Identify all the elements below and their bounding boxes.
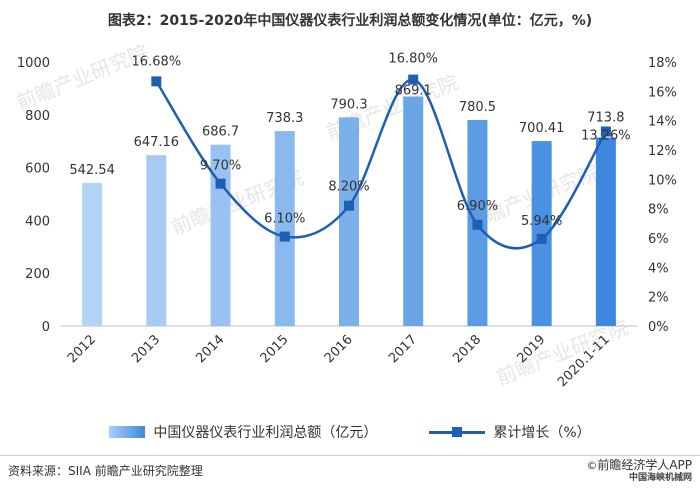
x-axis-tick-label: 2013 bbox=[129, 332, 163, 366]
right-axis-tick-label: 18% bbox=[648, 56, 677, 71]
bar bbox=[531, 141, 552, 326]
watermark-text: 前瞻产业研究院 bbox=[13, 40, 152, 115]
right-axis-tick-label: 10% bbox=[648, 173, 677, 188]
right-axis-tick-label: 6% bbox=[648, 232, 669, 247]
x-axis-tick-label: 2018 bbox=[450, 332, 484, 366]
left-axis-tick-label: 800 bbox=[25, 109, 50, 124]
legend-item-line: 累计增长（%） bbox=[429, 422, 591, 442]
bar-value-label: 869.1 bbox=[395, 84, 432, 99]
footer-brand: ©前瞻经济学人APP 中国海峡机械网 bbox=[586, 458, 692, 484]
legend-item-bar: 中国仪器仪表行业利润总额（亿元） bbox=[109, 422, 377, 442]
bar-value-label: 713.8 bbox=[587, 111, 624, 126]
right-axis-tick-label: 0% bbox=[648, 320, 669, 335]
line-marker bbox=[472, 219, 483, 230]
bar bbox=[274, 131, 295, 326]
bar bbox=[339, 117, 359, 326]
line-value-label: 6.10% bbox=[264, 212, 305, 227]
combo-chart: 前瞻产业研究院前瞻产业研究院前瞻产业研究院前瞻产业研究院前瞻产业研究院02004… bbox=[13, 40, 677, 390]
bar bbox=[82, 182, 103, 326]
legend-label-bar: 中国仪器仪表行业利润总额（亿元） bbox=[153, 425, 378, 441]
right-axis-tick-label: 12% bbox=[648, 144, 677, 159]
bar bbox=[595, 137, 616, 326]
line-value-label: 8.20% bbox=[328, 180, 369, 195]
chart-legend: 中国仪器仪表行业利润总额（亿元） 累计增长（%） bbox=[0, 422, 700, 442]
left-axis-tick-label: 600 bbox=[25, 162, 50, 177]
line-marker bbox=[279, 231, 290, 242]
line-value-label: 5.94% bbox=[521, 214, 562, 229]
bar-value-label: 780.5 bbox=[459, 100, 496, 115]
x-axis-tick-label: 2016 bbox=[322, 332, 356, 366]
left-axis-tick-label: 200 bbox=[25, 267, 50, 282]
x-axis-tick-label: 2015 bbox=[258, 332, 292, 366]
x-axis-tick-label: 2014 bbox=[193, 332, 227, 366]
line-marker bbox=[151, 76, 162, 87]
chart-title: 图表2：2015-2020年中国仪器仪表行业利润总额变化情况(单位：亿元，%) bbox=[107, 13, 593, 29]
bar-value-label: 700.41 bbox=[519, 121, 565, 136]
line-marker bbox=[408, 74, 419, 85]
legend-swatch-line bbox=[429, 426, 486, 438]
sub-brand: 中国海峡机械网 bbox=[628, 473, 692, 483]
bar bbox=[403, 96, 424, 326]
x-axis-tick-label: 2012 bbox=[65, 332, 99, 366]
left-axis-tick-label: 0 bbox=[42, 320, 50, 335]
line-value-label: 6.90% bbox=[457, 199, 498, 214]
right-axis-tick-label: 2% bbox=[648, 291, 669, 306]
line-value-label: 9.70% bbox=[200, 159, 241, 174]
brand-mark: © bbox=[586, 459, 598, 472]
bar bbox=[146, 155, 167, 326]
line-value-label: 16.80% bbox=[388, 52, 438, 67]
left-axis-tick-label: 400 bbox=[25, 214, 50, 229]
right-axis-tick-label: 16% bbox=[648, 85, 677, 100]
bar-value-label: 686.7 bbox=[202, 125, 239, 140]
right-axis-tick-label: 4% bbox=[648, 261, 669, 276]
legend-label-line: 累计增长（%） bbox=[493, 425, 591, 441]
right-axis-tick-label: 8% bbox=[648, 203, 669, 218]
brand-name: 前瞻经济学人APP bbox=[597, 458, 692, 472]
line-value-label: 13.26% bbox=[581, 129, 631, 144]
source-note: 资料来源：SIIA 前瞻产业研究院整理 bbox=[8, 464, 203, 478]
line-marker bbox=[215, 178, 226, 189]
line-marker bbox=[344, 200, 354, 211]
right-axis-tick-label: 14% bbox=[648, 115, 677, 130]
bar-value-label: 542.54 bbox=[69, 163, 115, 178]
bar-value-label: 738.3 bbox=[266, 111, 303, 126]
footer-divider bbox=[0, 455, 700, 456]
legend-swatch-bar bbox=[109, 426, 146, 438]
line-marker bbox=[600, 126, 611, 137]
bar-value-label: 647.16 bbox=[134, 135, 180, 150]
line-marker bbox=[536, 233, 547, 244]
left-axis-tick-label: 1000 bbox=[17, 56, 50, 71]
line-value-label: 16.68% bbox=[132, 54, 182, 69]
bar-value-label: 790.3 bbox=[330, 97, 367, 112]
x-axis-tick-label: 2017 bbox=[386, 332, 420, 366]
